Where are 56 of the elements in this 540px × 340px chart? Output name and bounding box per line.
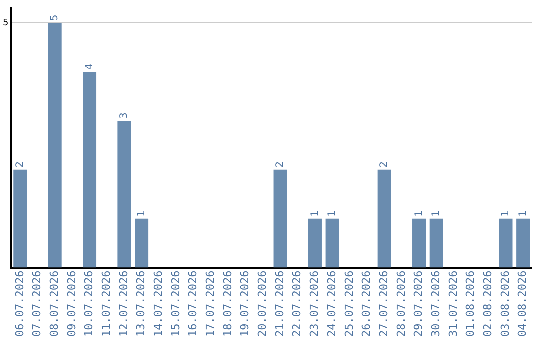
x-tick-label: 22.07.2026 bbox=[290, 270, 304, 338]
data-label: 1 bbox=[431, 210, 442, 217]
bar bbox=[83, 72, 97, 268]
x-tick-label: 11.07.2026 bbox=[100, 270, 113, 338]
x-tick-label: 03.08.2026 bbox=[498, 270, 512, 338]
x-tick-label: 09.07.2026 bbox=[65, 270, 78, 338]
bar bbox=[516, 218, 530, 268]
x-tick-label: 23.07.2026 bbox=[308, 270, 322, 338]
bar bbox=[274, 170, 288, 268]
data-label: 1 bbox=[327, 210, 338, 217]
x-tick-label: 14.07.2026 bbox=[152, 270, 165, 338]
bar bbox=[378, 170, 392, 268]
x-tick-label: 19.07.2026 bbox=[238, 270, 252, 338]
x-tick-label: 30.07.2026 bbox=[429, 270, 442, 338]
data-label: 2 bbox=[379, 162, 390, 168]
bar bbox=[135, 218, 149, 268]
bar bbox=[48, 23, 62, 268]
data-label: 2 bbox=[14, 162, 26, 168]
x-tick-label: 06.07.2026 bbox=[13, 270, 26, 338]
x-tick-label: 10.07.2026 bbox=[82, 270, 96, 338]
bar bbox=[326, 218, 340, 268]
x-tick-label: 27.07.2026 bbox=[377, 270, 390, 338]
data-label: 1 bbox=[414, 210, 425, 217]
bar bbox=[118, 120, 132, 268]
bar bbox=[412, 218, 426, 268]
x-tick-label: 16.07.2026 bbox=[186, 270, 200, 338]
x-tick-label: 17.07.2026 bbox=[204, 270, 218, 338]
x-tick-label: 31.07.2026 bbox=[446, 270, 460, 338]
x-tick-label: 08.07.2026 bbox=[48, 270, 61, 338]
bar bbox=[308, 218, 322, 268]
data-label: 1 bbox=[500, 210, 512, 217]
bar bbox=[14, 170, 28, 268]
x-tick-label: 24.07.2026 bbox=[325, 270, 338, 338]
x-tick-label: 25.07.2026 bbox=[342, 270, 356, 338]
bar bbox=[499, 218, 513, 268]
x-tick-label: 29.07.2026 bbox=[412, 270, 426, 338]
bar bbox=[430, 218, 444, 268]
data-label: 2 bbox=[275, 162, 286, 168]
x-tick-label: 15.07.2026 bbox=[169, 270, 182, 338]
data-label: 5 bbox=[50, 14, 61, 22]
x-tick-label: 20.07.2026 bbox=[256, 270, 270, 338]
data-label: 1 bbox=[310, 210, 321, 217]
x-tick-label: 18.07.2026 bbox=[221, 270, 234, 338]
x-tick-label: 07.07.2026 bbox=[30, 270, 44, 338]
x-tick-label: 21.07.2026 bbox=[273, 270, 286, 338]
x-tick-label: 28.07.2026 bbox=[394, 270, 408, 338]
data-label: 4 bbox=[84, 64, 96, 70]
x-tick-label: 01.08.2026 bbox=[464, 270, 478, 338]
x-tick-label: 04.08.2026 bbox=[516, 270, 530, 338]
data-label: 1 bbox=[518, 210, 529, 217]
x-tick-label: 12.07.2026 bbox=[117, 270, 130, 338]
x-tick-label: 13.07.2026 bbox=[134, 270, 148, 338]
x-tick-label: 02.08.2026 bbox=[482, 270, 495, 338]
x-tick-label: 26.07.2026 bbox=[360, 270, 374, 338]
data-label: 1 bbox=[136, 210, 148, 217]
data-label: 3 bbox=[119, 112, 130, 119]
